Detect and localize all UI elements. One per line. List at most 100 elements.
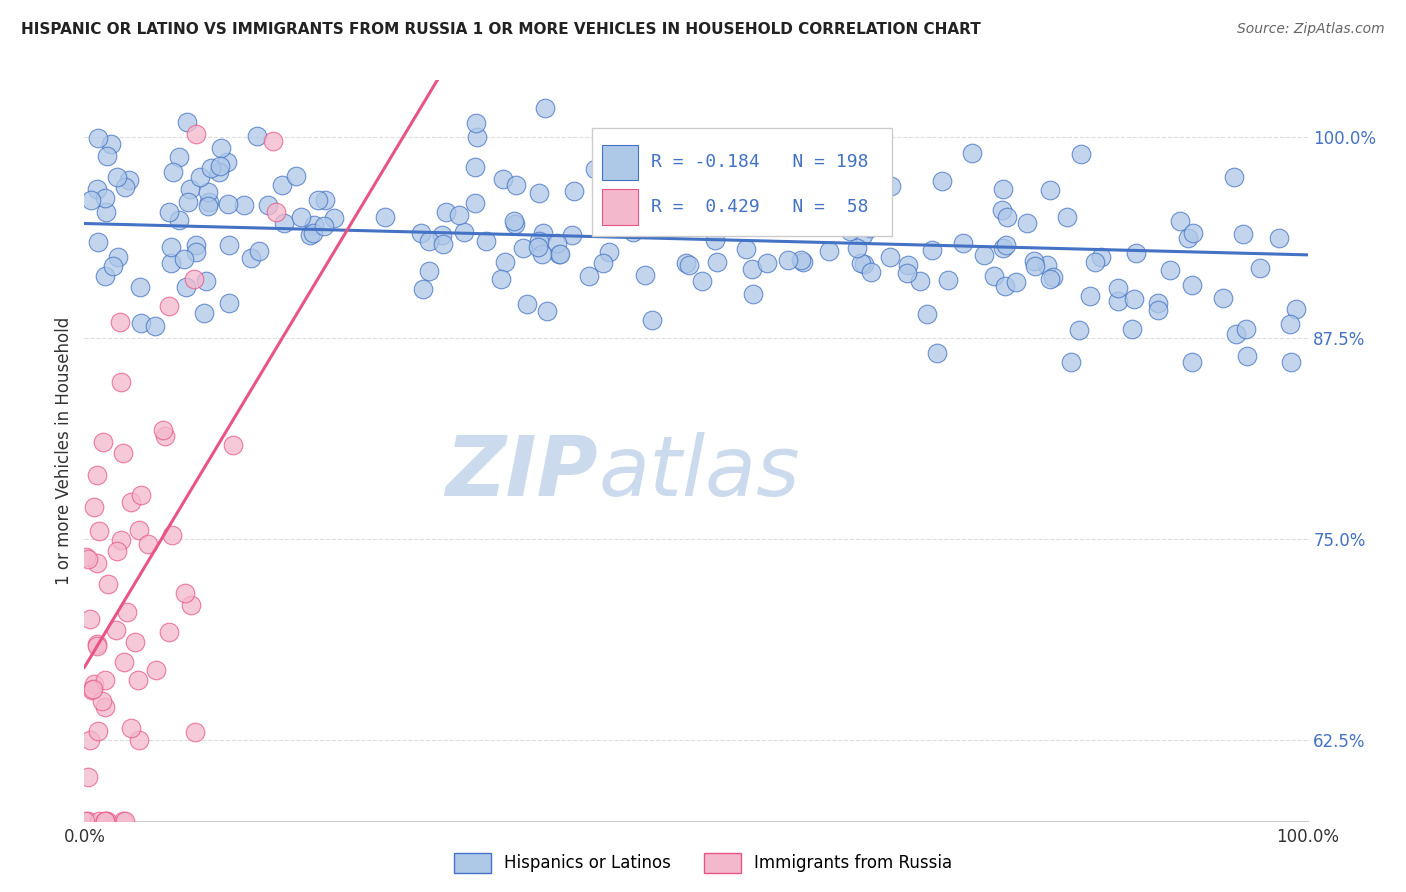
Point <box>851 255 873 269</box>
Point <box>218 295 240 310</box>
Point <box>492 172 515 186</box>
Point <box>143 318 166 333</box>
Point <box>689 184 711 198</box>
Point <box>692 274 714 288</box>
Point <box>208 165 231 179</box>
Point <box>418 234 440 248</box>
Point <box>706 255 728 269</box>
Point <box>830 218 852 232</box>
Point <box>86 182 108 196</box>
Point <box>598 245 620 260</box>
Point <box>302 226 325 240</box>
Point <box>128 523 150 537</box>
Point <box>82 682 104 697</box>
Point <box>434 204 457 219</box>
Point <box>111 446 134 460</box>
Point <box>465 130 488 145</box>
Point <box>160 528 183 542</box>
Text: atlas: atlas <box>598 432 800 513</box>
Point <box>991 241 1014 255</box>
Point <box>1060 355 1083 369</box>
Point <box>197 199 219 213</box>
Point <box>1268 231 1291 245</box>
Point <box>908 274 931 288</box>
Point <box>94 191 117 205</box>
Point <box>129 316 152 330</box>
Point <box>925 345 948 359</box>
Point <box>1279 317 1302 331</box>
Point <box>87 524 110 538</box>
Point <box>118 173 141 187</box>
Point <box>73 814 96 828</box>
Point <box>195 274 218 288</box>
Point <box>96 205 118 219</box>
FancyBboxPatch shape <box>602 189 638 225</box>
Point <box>111 814 134 828</box>
Point <box>827 206 849 220</box>
Point <box>1249 261 1271 276</box>
Point <box>174 586 197 600</box>
Text: ZIP: ZIP <box>446 432 598 513</box>
Point <box>973 248 995 262</box>
Point <box>312 219 335 234</box>
Point <box>100 136 122 151</box>
Point <box>778 253 800 268</box>
Point <box>1039 183 1062 197</box>
Point <box>1147 296 1170 310</box>
Point <box>634 268 657 283</box>
Point <box>741 262 763 277</box>
Point <box>430 227 453 242</box>
Point <box>75 549 97 564</box>
Point <box>257 198 280 212</box>
Point <box>131 488 153 502</box>
Point <box>896 266 918 280</box>
Point <box>561 228 583 243</box>
Point <box>859 221 882 235</box>
Point <box>87 235 110 250</box>
Y-axis label: 1 or more Vehicles in Household: 1 or more Vehicles in Household <box>55 317 73 584</box>
Point <box>136 537 159 551</box>
Point <box>157 204 180 219</box>
Point <box>1017 216 1039 230</box>
Point <box>995 210 1018 224</box>
Point <box>159 256 181 270</box>
Point <box>960 146 983 161</box>
Point <box>688 151 710 165</box>
Point <box>285 169 308 183</box>
Point <box>475 234 498 248</box>
Point <box>120 495 142 509</box>
Point <box>105 170 128 185</box>
Point <box>162 164 184 178</box>
Point <box>745 206 768 220</box>
Point <box>1182 226 1205 240</box>
Point <box>915 308 938 322</box>
Point <box>994 238 1017 252</box>
Point <box>83 500 105 514</box>
Point <box>273 216 295 230</box>
Point <box>818 244 841 258</box>
Text: HISPANIC OR LATINO VS IMMIGRANTS FROM RUSSIA 1 OR MORE VEHICLES IN HOUSEHOLD COR: HISPANIC OR LATINO VS IMMIGRANTS FROM RU… <box>21 22 981 37</box>
Point <box>86 556 108 570</box>
Point <box>1042 270 1064 285</box>
Text: Source: ZipAtlas.com: Source: ZipAtlas.com <box>1237 22 1385 37</box>
Point <box>623 212 645 227</box>
Point <box>179 182 201 196</box>
Point <box>86 724 108 739</box>
Point <box>583 161 606 176</box>
Point <box>546 235 568 250</box>
Point <box>775 196 797 211</box>
Point <box>1125 246 1147 260</box>
Point <box>108 314 131 328</box>
Point <box>529 186 551 200</box>
Point <box>240 252 263 266</box>
Point <box>217 155 239 169</box>
Point <box>880 179 903 194</box>
Point <box>76 552 98 566</box>
Point <box>512 241 534 255</box>
Point <box>1168 214 1191 228</box>
Point <box>86 467 108 482</box>
Point <box>104 624 127 638</box>
Point <box>184 245 207 260</box>
Text: R = -0.184   N = 198: R = -0.184 N = 198 <box>651 153 869 171</box>
Point <box>176 115 198 129</box>
